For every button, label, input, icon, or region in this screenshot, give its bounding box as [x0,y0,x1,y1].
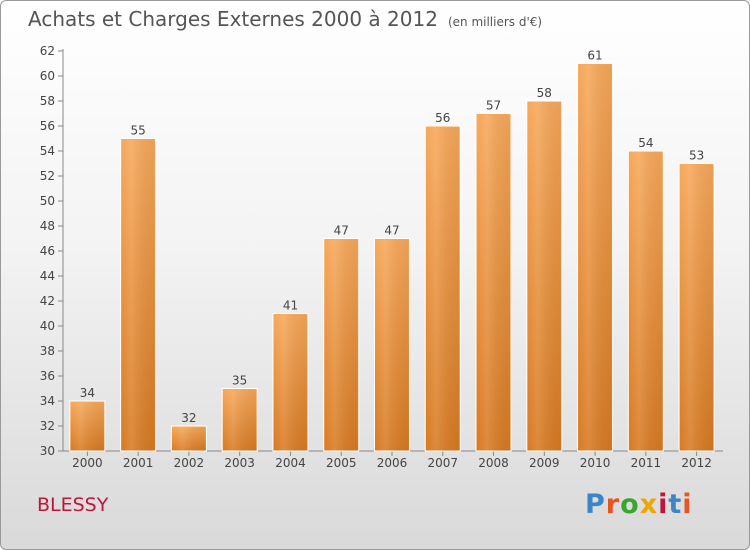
y-tick-label: 34 [40,394,55,408]
y-tick-label: 56 [40,119,55,133]
x-tick-label: 2006 [377,456,408,470]
bar-shine [70,402,104,451]
y-tick-label: 58 [40,94,55,108]
logo-letter: i [658,489,669,520]
data-label: 47 [334,224,349,238]
data-label: 58 [537,86,552,100]
y-axis: 30 32 34 36 38 40 42 44 46 48 50 52 54 56 58 60 62 [40,44,64,458]
x-axis: 2000 2001 2002 2003 2004 2005 2006 2007 2008 2009… [63,450,723,470]
city-name: BLESSY [37,494,109,516]
bar-shine [324,239,358,451]
data-label: 53 [689,149,704,163]
data-label: 47 [384,224,399,238]
logo-letter: r [605,489,621,520]
x-tick-label: 2008 [478,456,509,470]
bar-shine [121,139,155,451]
title-unit: (en milliers d'€) [447,15,543,29]
x-tick-label: 2009 [529,456,560,470]
bar-shine [578,64,612,451]
data-label: 32 [181,411,196,425]
proxiti-logo: Proxiti [585,489,693,520]
x-tick-label: 2001 [123,456,154,470]
y-tick-label: 50 [40,194,55,208]
y-tick-label: 36 [40,369,55,383]
logo-letter: o [620,489,640,520]
bar-shine [375,239,409,451]
logo-letter: P [585,489,606,520]
x-tick-label: 2005 [326,456,357,470]
data-label: 56 [435,111,450,125]
data-label: 61 [587,49,602,63]
y-tick-label: 48 [40,219,55,233]
x-tick-label: 2012 [681,456,712,470]
x-tick-label: 2002 [174,456,205,470]
data-label: 34 [80,386,95,400]
bars [69,63,715,452]
logo-letter: x [639,489,659,520]
bar-shine [527,102,561,451]
logo-letter: i [682,489,693,520]
x-tick-label: 2004 [275,456,306,470]
bar-shine [680,164,714,451]
y-tick-label: 30 [40,444,55,458]
y-tick-label: 46 [40,244,55,258]
bar-shine [629,152,663,451]
y-tick-label: 40 [40,319,55,333]
logo-letter: t [668,489,683,520]
x-tick-label: 2000 [72,456,103,470]
y-tick-label: 60 [40,69,55,83]
x-tick-label: 2011 [631,456,662,470]
y-tick-label: 42 [40,294,55,308]
title-text: Achats et Charges Externes 2000 à 2012 [28,7,438,31]
data-labels: 34 55 32 35 41 47 47 56 57 58 61 54 53 [80,49,705,426]
data-label: 57 [486,99,501,113]
data-label: 55 [131,124,146,138]
bar-shine [426,127,460,451]
y-tick-label: 38 [40,344,55,358]
x-tick-label: 2010 [580,456,611,470]
bar-shine [477,114,511,451]
data-label: 41 [283,299,298,313]
y-tick-label: 62 [40,44,55,58]
bar-shine [273,314,307,451]
x-tick-label: 2003 [224,456,255,470]
y-tick-label: 32 [40,419,55,433]
y-tick-label: 52 [40,169,55,183]
x-tick-label: 2007 [427,456,458,470]
data-label: 35 [232,374,247,388]
bar-shine [172,427,206,451]
bar-shine [223,389,257,451]
chart-title: Achats et Charges Externes 2000 à 2012 (e… [28,7,542,31]
y-tick-label: 54 [40,144,55,158]
y-tick-label: 44 [40,269,55,283]
data-label: 54 [638,136,653,150]
